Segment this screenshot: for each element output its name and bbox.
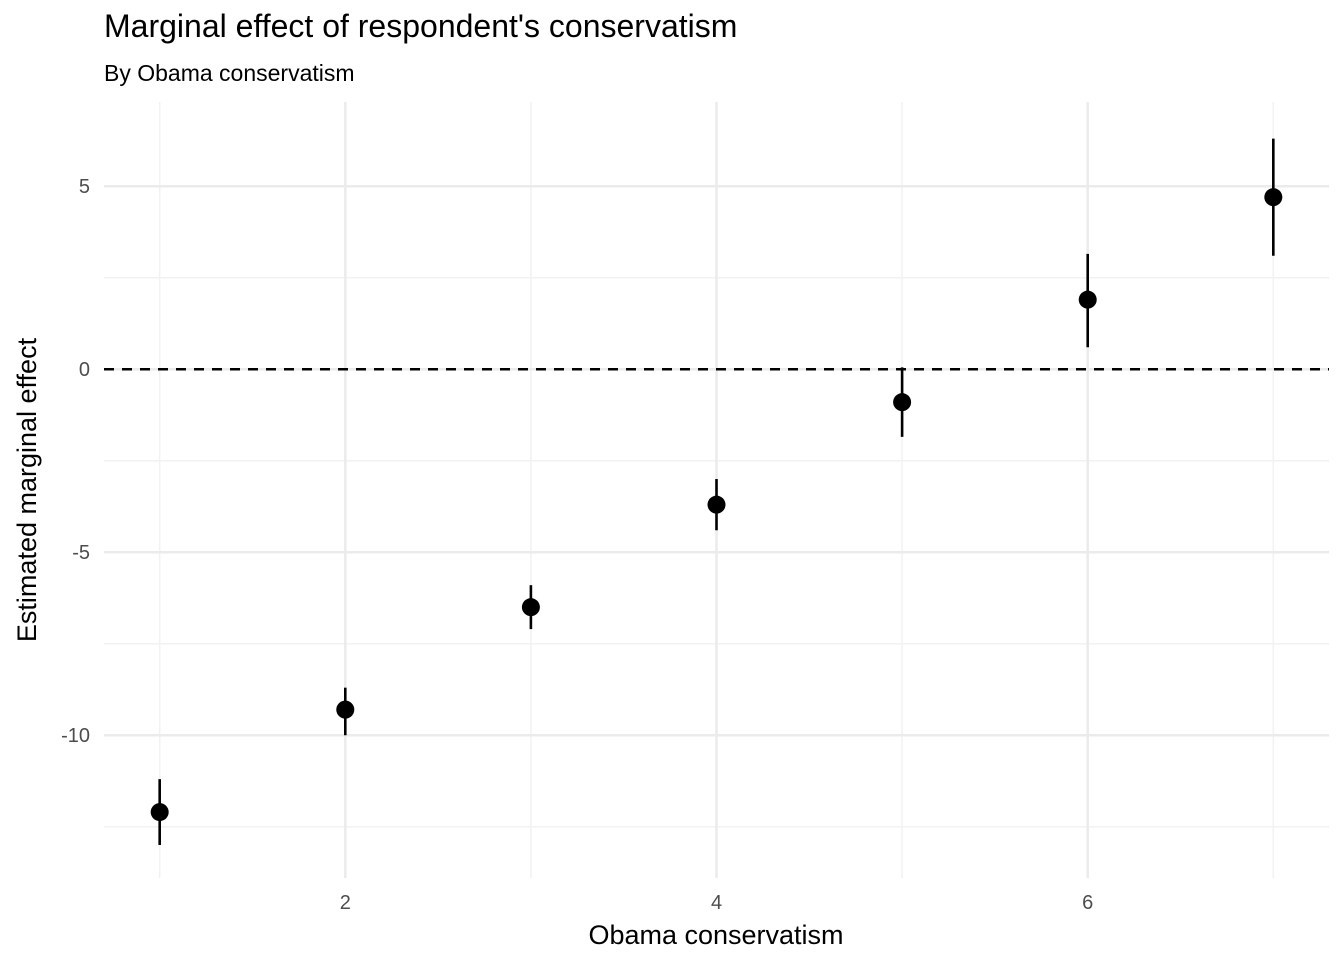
x-axis-title: Obama conservatism bbox=[588, 920, 843, 950]
x-tick-labels: 2 4 6 bbox=[340, 892, 1094, 914]
data-point bbox=[893, 393, 912, 412]
data-point bbox=[1078, 290, 1097, 309]
data-point bbox=[1264, 188, 1283, 207]
y-tick-labels: 5 0 -5 -10 bbox=[61, 176, 90, 747]
data-points bbox=[150, 188, 1283, 822]
x-tick-label: 6 bbox=[1082, 892, 1093, 914]
y-tick-label: 5 bbox=[79, 176, 90, 198]
x-tick-label: 4 bbox=[711, 892, 722, 914]
chart-subtitle: By Obama conservatism bbox=[104, 60, 355, 86]
chart-title: Marginal effect of respondent's conserva… bbox=[104, 8, 738, 44]
y-tick-label: -10 bbox=[61, 725, 90, 747]
data-point bbox=[521, 598, 540, 617]
data-point bbox=[150, 803, 169, 822]
data-point bbox=[707, 495, 726, 514]
data-point bbox=[336, 700, 355, 719]
x-tick-label: 2 bbox=[340, 892, 351, 914]
y-axis-title: Estimated marginal effect bbox=[12, 337, 42, 642]
y-tick-label: 0 bbox=[79, 359, 90, 381]
y-tick-label: -5 bbox=[72, 542, 90, 564]
